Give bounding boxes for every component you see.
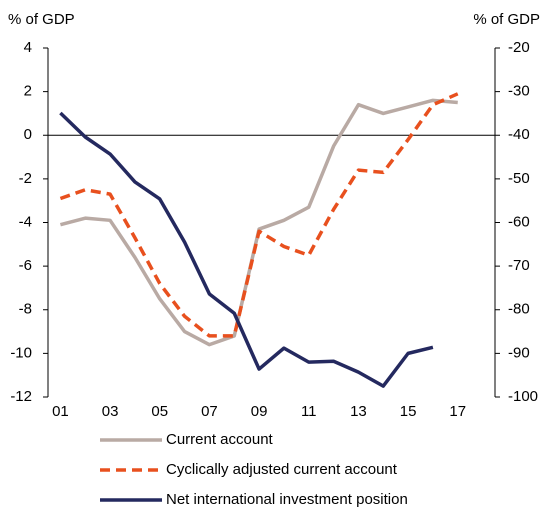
x-tick-label: 01	[52, 403, 69, 420]
y-tick-label: 4	[24, 39, 32, 56]
x-tick-label: 11	[301, 403, 317, 420]
y2-tick-label: -100	[508, 388, 538, 405]
x-tick-label: 13	[350, 403, 367, 420]
y-tick-label: -2	[19, 170, 32, 187]
y-tick-label: -12	[10, 388, 32, 405]
y2-tick-label: -60	[508, 213, 530, 230]
y-axis-title: % of GDP	[8, 11, 75, 28]
y2-tick-label: -90	[508, 344, 530, 361]
y-tick-label: -4	[19, 213, 32, 230]
y2-tick-label: -20	[508, 39, 530, 56]
y2-tick-label: -70	[508, 257, 530, 274]
y-tick-label: -6	[19, 257, 32, 274]
y-tick-label: 2	[24, 83, 32, 100]
x-tick-label: 03	[102, 403, 119, 420]
y-tick-label: -10	[10, 344, 32, 361]
y2-tick-label: -50	[508, 170, 530, 187]
series-line	[59, 92, 459, 338]
y-tick-label: -8	[19, 301, 32, 318]
x-tick-label: 07	[201, 403, 218, 420]
y2-axis-title: % of GDP	[473, 11, 540, 28]
x-tick-label: 05	[151, 403, 168, 420]
series-line	[59, 98, 458, 347]
series-line	[59, 111, 434, 388]
x-tick-label: 15	[400, 403, 417, 420]
legend-label: Cyclically adjusted current account	[166, 461, 398, 478]
x-tick-label: 17	[449, 403, 466, 420]
y2-tick-label: -80	[508, 301, 530, 318]
y-tick-label: 0	[24, 126, 32, 143]
legend-label: Current account	[166, 431, 274, 448]
x-tick-label: 09	[251, 403, 268, 420]
y2-tick-label: -30	[508, 83, 530, 100]
y2-tick-label: -40	[508, 126, 530, 143]
legend-label: Net international investment position	[166, 491, 408, 508]
